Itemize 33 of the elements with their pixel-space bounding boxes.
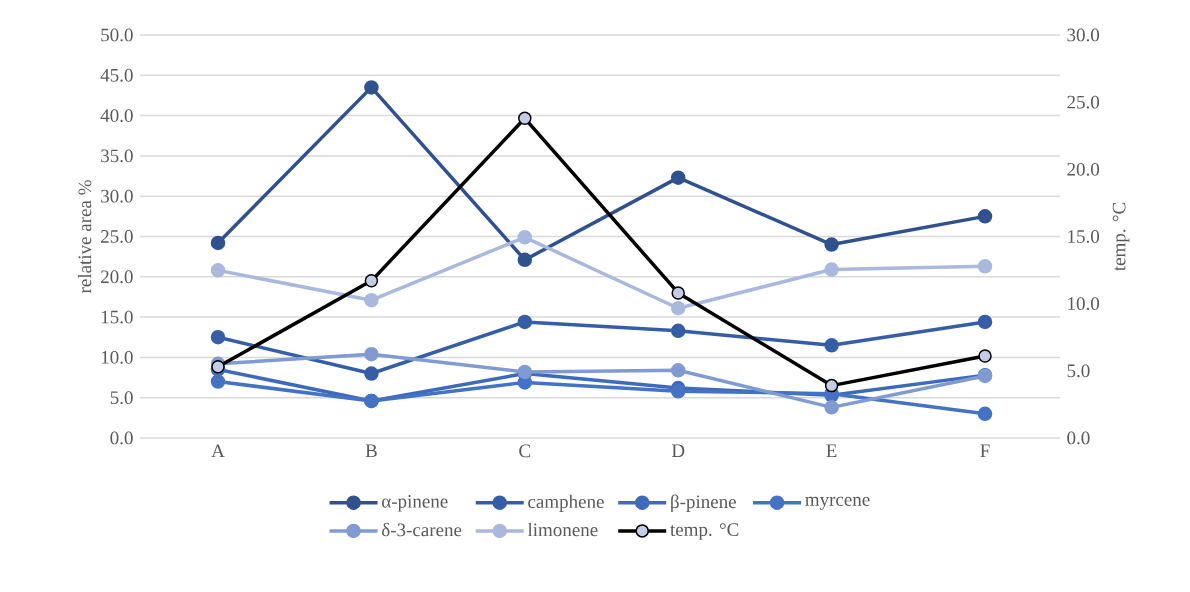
y2-tick-label: 5.0 (1067, 364, 1090, 378)
x-tick-label: B (365, 444, 377, 458)
y-tick-label: 50.0 (101, 28, 133, 42)
y2-axis-title: temp. °C (1112, 202, 1130, 271)
y-axis-title: relative area % (77, 180, 92, 294)
y-tick-label: 15.0 (101, 310, 133, 324)
y2-tick-label: 15.0 (1068, 230, 1100, 243)
y-tick-label: 5.0 (110, 391, 133, 405)
legend-label: camphene (528, 494, 604, 512)
y-tick-label: 45.0 (100, 68, 133, 82)
y-tick-label: 25.0 (101, 230, 133, 243)
x-tick-label: F (980, 444, 990, 457)
legend-label: δ-3-carene (382, 522, 462, 537)
x-tick-label: C (519, 444, 531, 458)
x-tick-label: E (826, 444, 837, 457)
y-tick-label: 10.0 (101, 350, 133, 364)
y-tick-label: 0.0 (110, 431, 133, 445)
y2-tick-label: 0.0 (1067, 431, 1090, 445)
y-tick-label: 35.0 (101, 149, 133, 163)
y2-tick-label: 25.0 (1067, 95, 1100, 109)
y-tick-label: 40.0 (100, 109, 133, 123)
x-tick-label: D (671, 444, 685, 458)
y2-tick-label: 10.0 (1068, 297, 1100, 311)
y-tick-label: 30.0 (101, 189, 133, 203)
legend-label: β-pinene (671, 494, 736, 513)
legend-label: limonene (527, 522, 598, 537)
y-tick-label: 20.0 (101, 270, 133, 284)
legend-label: α-pinene (382, 494, 448, 512)
legend-label: temp. °C (670, 523, 739, 540)
legend-label: myrcene (805, 496, 870, 510)
x-tick-label: A (211, 444, 225, 458)
y2-tick-label: 30.0 (1067, 28, 1100, 42)
y2-tick-label: 20.0 (1067, 162, 1100, 176)
